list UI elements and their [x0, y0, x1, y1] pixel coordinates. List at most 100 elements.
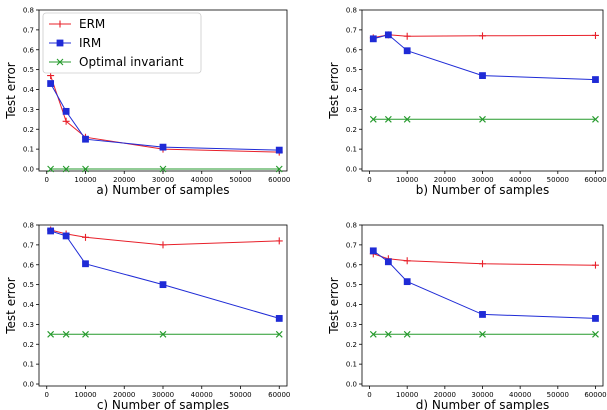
- x-tick-label: 10000: [396, 176, 418, 184]
- x-tick-label: 0: [45, 391, 49, 399]
- x-axis-label: c) Number of samples: [97, 398, 229, 410]
- y-tick-label: 0.5: [346, 66, 357, 74]
- y-tick-label: 0.5: [23, 66, 34, 74]
- data-point-erm: [403, 257, 411, 265]
- legend-marker: [56, 39, 64, 47]
- y-tick-label: 0.2: [346, 341, 357, 349]
- y-tick-label: 0.8: [346, 222, 357, 230]
- y-tick-label: 0.4: [23, 301, 35, 309]
- x-tick-label: 20000: [434, 391, 456, 399]
- x-tick-label: 40000: [191, 391, 213, 399]
- legend-label: IRM: [79, 36, 101, 50]
- y-tick-label: 0.0: [23, 381, 34, 389]
- y-tick-label: 0.6: [23, 46, 35, 54]
- data-point-optimal-invariant: [159, 165, 167, 173]
- y-tick-label: 0.8: [23, 222, 34, 230]
- data-point-optimal-invariant: [384, 330, 392, 338]
- chart-panel-a: 0.0 0.1 0.2 0.3 0.4 0.5 0.6 0.7 0.8 0 10000 20000 30…: [4, 7, 290, 198]
- data-point-optimal-invariant: [403, 115, 411, 123]
- y-tick-label: 0.7: [346, 26, 357, 34]
- y-tick-label: 0.7: [23, 26, 34, 34]
- legend-marker: [56, 20, 64, 28]
- x-tick-label: 0: [367, 176, 371, 184]
- data-point-optimal-invariant: [275, 165, 283, 173]
- y-tick-label: 0.3: [23, 321, 34, 329]
- data-point-irm: [62, 232, 70, 240]
- x-tick-label: 30000: [471, 391, 493, 399]
- data-point-optimal-invariant: [62, 165, 70, 173]
- data-point-irm: [479, 72, 486, 79]
- y-tick-label: 0.3: [346, 321, 357, 329]
- data-point-erm: [591, 31, 599, 39]
- y-axis-label: Test error: [4, 277, 18, 335]
- data-point-irm: [47, 227, 55, 235]
- data-point-optimal-invariant: [369, 115, 377, 123]
- y-axis-label: Test error: [327, 277, 341, 335]
- y-tick-label: 0.1: [346, 146, 357, 154]
- data-point-optimal-invariant: [479, 330, 486, 338]
- data-point-irm: [369, 35, 377, 43]
- x-tick-label: 50000: [547, 176, 569, 184]
- y-tick-label: 0.0: [23, 166, 34, 174]
- data-point-irm: [275, 315, 283, 322]
- y-tick-label: 0.4: [23, 86, 35, 94]
- y-tick-label: 0.8: [346, 7, 357, 15]
- y-tick-label: 0.6: [346, 46, 358, 54]
- data-point-irm: [479, 311, 486, 318]
- x-tick-label: 60000: [268, 391, 290, 399]
- data-point-optimal-invariant: [275, 330, 283, 338]
- x-axis-label: a) Number of samples: [96, 183, 229, 197]
- legend-marker: [56, 58, 64, 66]
- data-point-erm: [159, 241, 167, 249]
- x-tick-label: 50000: [229, 176, 251, 184]
- x-tick-label: 40000: [509, 391, 531, 399]
- data-point-erm: [479, 260, 486, 268]
- y-tick-label: 0.1: [23, 146, 34, 154]
- y-tick-label: 0.1: [346, 361, 357, 369]
- x-tick-label: 20000: [113, 176, 135, 184]
- data-point-erm: [591, 261, 599, 269]
- data-point-irm: [384, 31, 392, 39]
- x-tick-label: 50000: [229, 391, 251, 399]
- data-point-optimal-invariant: [82, 165, 89, 173]
- y-tick-label: 0.2: [23, 126, 34, 134]
- data-point-optimal-invariant: [47, 165, 55, 173]
- x-axis-label: b) Number of samples: [416, 183, 549, 197]
- x-tick-label: 20000: [113, 391, 135, 399]
- data-point-irm: [592, 315, 599, 322]
- legend: ERM IRM Optimal invariant: [42, 12, 202, 74]
- y-tick-label: 0.3: [23, 106, 34, 114]
- data-point-optimal-invariant: [82, 330, 89, 338]
- y-axis-label: Test error: [327, 62, 341, 120]
- data-point-optimal-invariant: [479, 115, 486, 123]
- x-tick-label: 50000: [547, 391, 569, 399]
- x-tick-label: 40000: [191, 176, 213, 184]
- y-tick-label: 0.5: [23, 281, 34, 289]
- data-point-irm: [369, 247, 377, 255]
- x-tick-label: 10000: [74, 391, 96, 399]
- series-line-irm: [50, 230, 280, 319]
- data-point-optimal-invariant: [384, 115, 392, 123]
- data-point-irm: [275, 146, 283, 154]
- x-tick-label: 30000: [152, 176, 174, 184]
- y-axis-label: Test error: [4, 62, 18, 120]
- y-tick-label: 0.8: [23, 7, 34, 15]
- y-tick-label: 0.6: [346, 261, 358, 269]
- y-tick-label: 0.0: [346, 381, 357, 389]
- data-point-optimal-invariant: [159, 330, 167, 338]
- chart-panel-d: 0.0 0.1 0.2 0.3 0.4 0.5 0.6 0.7 0.8 0 10000 20000 30…: [327, 222, 607, 410]
- legend-label: Optimal invariant: [79, 55, 184, 69]
- y-tick-label: 0.4: [346, 301, 358, 309]
- x-tick-label: 20000: [434, 176, 456, 184]
- data-point-irm: [82, 135, 89, 143]
- x-axis-label: d) Number of samples: [416, 398, 549, 410]
- chart-panel-b: 0.0 0.1 0.2 0.3 0.4 0.5 0.6 0.7 0.8 0 10000 20000 30…: [327, 7, 607, 198]
- plot-frame: [361, 224, 604, 387]
- legend-box: [42, 12, 202, 74]
- legend-label: ERM: [79, 17, 105, 31]
- plot-frame: [38, 224, 288, 387]
- x-tick-label: 60000: [584, 176, 606, 184]
- data-point-erm: [479, 32, 486, 40]
- x-tick-label: 0: [45, 176, 49, 184]
